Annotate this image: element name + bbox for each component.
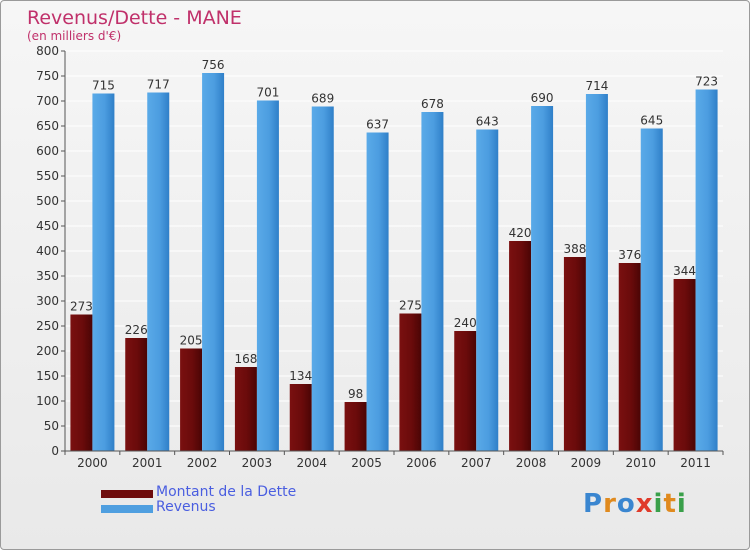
bar-debt bbox=[563, 257, 586, 451]
bar-revenue bbox=[585, 94, 608, 451]
bar-revenue bbox=[366, 132, 389, 451]
x-tick-label: 2007 bbox=[461, 456, 492, 470]
bar-revenue bbox=[476, 129, 499, 451]
bar-debt bbox=[454, 331, 477, 451]
data-label-revenue: 715 bbox=[92, 79, 115, 93]
data-label-debt: 344 bbox=[673, 264, 696, 278]
x-tick-label: 2000 bbox=[77, 456, 108, 470]
bars bbox=[70, 73, 718, 451]
bar-debt bbox=[344, 402, 367, 451]
data-label-debt: 275 bbox=[399, 299, 422, 313]
legend-swatch-debt bbox=[101, 490, 153, 498]
axes bbox=[64, 51, 723, 452]
data-label-debt: 98 bbox=[348, 387, 363, 401]
bar-revenue bbox=[640, 128, 663, 451]
data-label-revenue: 701 bbox=[256, 86, 279, 100]
legend-label-debt: Montant de la Dette bbox=[156, 484, 297, 500]
y-tick-label: 700 bbox=[36, 94, 59, 108]
bar-debt bbox=[399, 313, 422, 451]
data-label-revenue: 714 bbox=[585, 79, 608, 93]
bar-revenue bbox=[421, 112, 444, 451]
logo-letter: i bbox=[653, 489, 664, 519]
x-tick-label: 2002 bbox=[187, 456, 218, 470]
y-tick-label: 200 bbox=[36, 344, 59, 358]
logo-letter: P bbox=[583, 489, 604, 519]
data-label-revenue: 717 bbox=[147, 78, 170, 92]
legend-label-revenue: Revenus bbox=[156, 499, 216, 515]
data-label-revenue: 756 bbox=[202, 58, 225, 72]
y-axis-ticks: 0 50 100 150 200 250 300 350 400 450 500 550 600 650 7… bbox=[36, 44, 65, 458]
bar-debt bbox=[289, 384, 312, 451]
bar-debt bbox=[673, 279, 696, 451]
y-tick-label: 750 bbox=[36, 69, 59, 83]
bar-revenue bbox=[202, 73, 225, 451]
x-tick-label: 2011 bbox=[680, 456, 711, 470]
bar-revenue bbox=[695, 89, 718, 451]
data-label-revenue: 645 bbox=[640, 114, 663, 128]
data-label-debt: 273 bbox=[70, 300, 93, 314]
y-tick-label: 600 bbox=[36, 144, 59, 158]
x-tick-label: 2004 bbox=[296, 456, 327, 470]
bar-debt bbox=[125, 338, 148, 451]
y-tick-label: 800 bbox=[36, 44, 59, 58]
logo-letter: i bbox=[676, 489, 687, 519]
data-label-debt: 240 bbox=[454, 316, 477, 330]
bar-revenue bbox=[531, 106, 554, 451]
data-label-revenue: 678 bbox=[421, 97, 444, 111]
data-label-revenue: 643 bbox=[476, 115, 499, 129]
bar-debt bbox=[234, 367, 257, 451]
proxiti-logo: Proxiti bbox=[583, 489, 687, 519]
bar-revenue bbox=[256, 100, 279, 451]
bar-revenue bbox=[311, 106, 334, 451]
y-tick-label: 550 bbox=[36, 169, 59, 183]
bar-revenue bbox=[147, 92, 170, 451]
data-label-debt: 134 bbox=[289, 369, 312, 383]
x-tick-label: 2009 bbox=[571, 456, 602, 470]
legend-swatch-revenue bbox=[101, 505, 153, 513]
bar-revenue bbox=[92, 93, 115, 451]
bar-debt bbox=[70, 314, 93, 451]
x-tick-label: 2005 bbox=[351, 456, 382, 470]
data-label-debt: 168 bbox=[234, 352, 257, 366]
data-label-revenue: 723 bbox=[695, 75, 718, 89]
logo-letter: o bbox=[616, 489, 636, 519]
logo-letter: x bbox=[635, 489, 654, 519]
x-tick-label: 2008 bbox=[516, 456, 547, 470]
bar-debt bbox=[618, 263, 641, 451]
bar-debt bbox=[180, 348, 203, 451]
y-tick-label: 0 bbox=[51, 444, 59, 458]
logo-letter: r bbox=[603, 489, 617, 519]
x-axis-ticks: 2000 2001 2002 2003 2004 2005 2006 2007 2008 2009… bbox=[64, 451, 724, 470]
y-tick-label: 400 bbox=[36, 244, 59, 258]
x-tick-label: 2010 bbox=[625, 456, 656, 470]
y-tick-label: 300 bbox=[36, 294, 59, 308]
data-label-debt: 420 bbox=[509, 226, 532, 240]
data-label-revenue: 690 bbox=[531, 91, 554, 105]
chart-title: Revenus/Dette - MANE bbox=[27, 7, 242, 29]
y-tick-label: 50 bbox=[44, 419, 59, 433]
data-labels: 273 715 226 717 205 756 168 701 134 689 98 637 275 67… bbox=[70, 58, 718, 401]
chart-subtitle: (en milliers d'€) bbox=[27, 29, 122, 43]
y-tick-label: 650 bbox=[36, 119, 59, 133]
y-tick-label: 250 bbox=[36, 319, 59, 333]
logo-letter: t bbox=[663, 489, 677, 519]
data-label-revenue: 689 bbox=[311, 92, 334, 106]
y-tick-label: 450 bbox=[36, 219, 59, 233]
x-tick-label: 2001 bbox=[132, 456, 163, 470]
grid-lines bbox=[65, 50, 723, 452]
data-label-debt: 388 bbox=[563, 242, 586, 256]
data-label-debt: 205 bbox=[180, 334, 203, 348]
y-tick-label: 500 bbox=[36, 194, 59, 208]
x-tick-label: 2003 bbox=[242, 456, 273, 470]
data-label-debt: 226 bbox=[125, 323, 148, 337]
data-label-debt: 376 bbox=[618, 248, 641, 262]
data-label-revenue: 637 bbox=[366, 118, 389, 132]
y-tick-label: 350 bbox=[36, 269, 59, 283]
x-tick-label: 2006 bbox=[406, 456, 437, 470]
y-tick-label: 100 bbox=[36, 394, 59, 408]
y-tick-label: 150 bbox=[36, 369, 59, 383]
bar-debt bbox=[509, 241, 532, 451]
